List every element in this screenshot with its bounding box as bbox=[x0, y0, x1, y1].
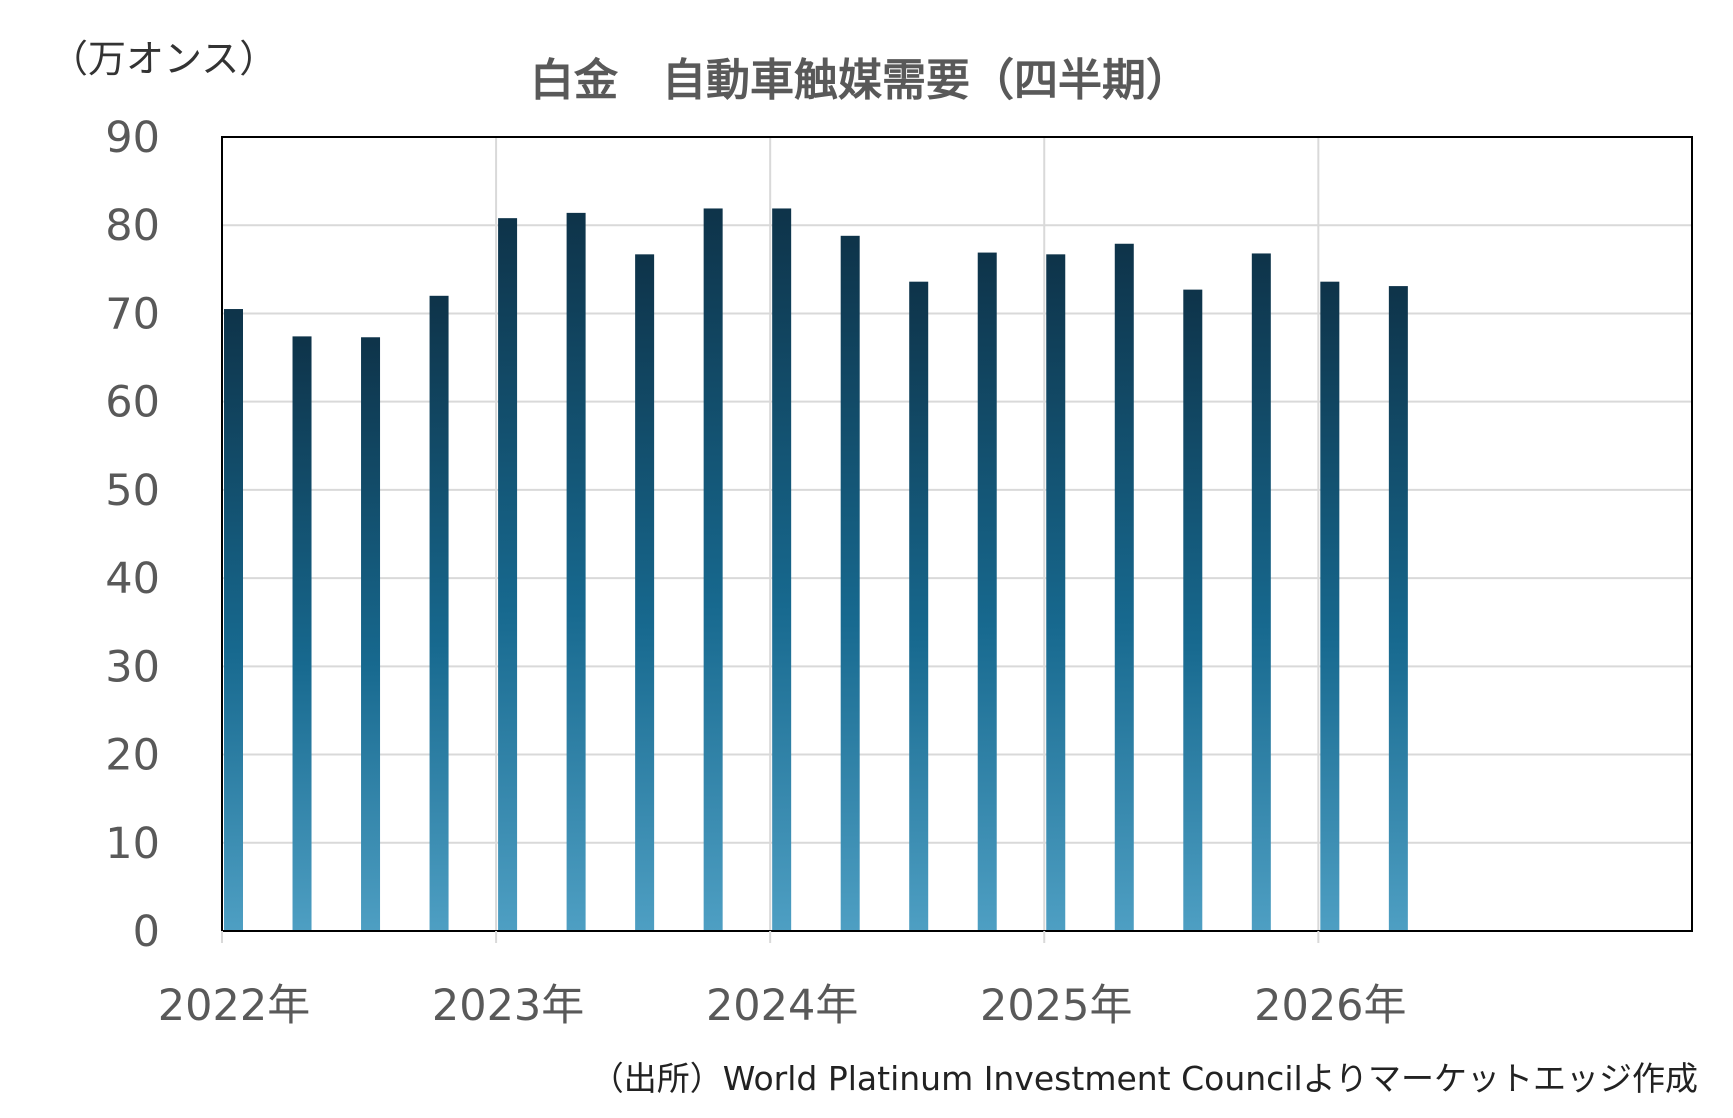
y-tick-label: 50 bbox=[105, 466, 160, 516]
y-axis-ticks: 0 10 20 30 40 50 60 70 80 90 bbox=[105, 113, 160, 957]
bar-2022Q1 bbox=[224, 309, 243, 931]
bar-2026Q2 bbox=[1388, 286, 1408, 931]
x-tick-label: 2026年 bbox=[1254, 981, 1406, 1031]
chart-title: 白金 自動車触媒需要（四半期） bbox=[530, 55, 1190, 106]
bar-2022Q3 bbox=[361, 337, 381, 932]
bar-2023Q3 bbox=[635, 254, 655, 931]
bar-2023Q4 bbox=[703, 208, 723, 931]
bar-2024Q3 bbox=[909, 281, 929, 931]
bar-2025Q2 bbox=[1114, 243, 1134, 931]
bar-2025Q3 bbox=[1183, 289, 1203, 931]
x-axis-ticks: 2022年 2023年 2024年 2025年 2026年 bbox=[158, 931, 1407, 1031]
bar-2024Q4 bbox=[977, 252, 997, 931]
source-note: （出所）World Platinum Investment Councilよりマ… bbox=[591, 1059, 1698, 1098]
bar-2022Q4 bbox=[429, 295, 449, 931]
bar-2023Q2 bbox=[566, 212, 586, 932]
y-tick-label: 70 bbox=[105, 289, 160, 339]
y-tick-label: 30 bbox=[105, 642, 160, 692]
bar-2025Q1 bbox=[1046, 254, 1066, 931]
bar-2024Q2 bbox=[840, 235, 860, 931]
bar-2024Q1 bbox=[772, 208, 792, 931]
bars-layer bbox=[224, 208, 1408, 932]
x-tick-label: 2023年 bbox=[432, 981, 584, 1031]
plot-frame bbox=[221, 136, 1693, 932]
unit-label: （万オンス） bbox=[50, 37, 277, 81]
y-tick-label: 20 bbox=[105, 731, 160, 781]
y-tick-label: 40 bbox=[105, 554, 160, 604]
x-tick-label: 2025年 bbox=[980, 981, 1132, 1031]
y-tick-label: 90 bbox=[105, 113, 160, 163]
x-tick-label: 2022年 bbox=[158, 981, 310, 1031]
y-tick-label: 80 bbox=[105, 201, 160, 251]
y-tick-label: 10 bbox=[105, 819, 160, 869]
bar-2022Q2 bbox=[292, 336, 312, 932]
bar-2026Q1 bbox=[1320, 281, 1340, 931]
y-tick-label: 0 bbox=[133, 907, 160, 957]
y-tick-label: 60 bbox=[105, 378, 160, 428]
x-tick-label: 2024年 bbox=[706, 981, 858, 1031]
grid-layer bbox=[222, 136, 1692, 932]
bar-2023Q1 bbox=[498, 218, 518, 932]
bar-2025Q4 bbox=[1251, 253, 1271, 931]
